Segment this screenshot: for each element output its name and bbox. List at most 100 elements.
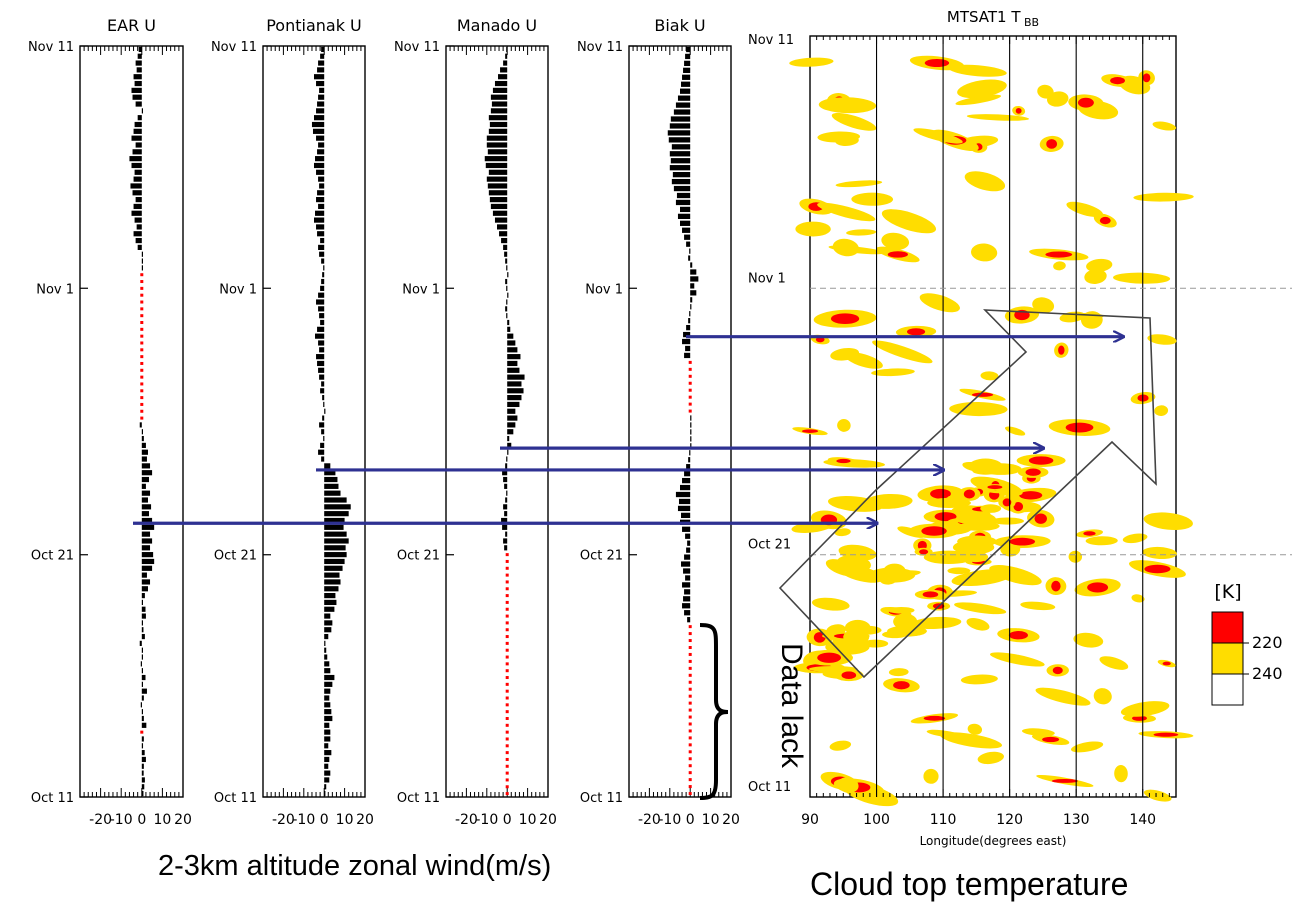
wind-bar bbox=[686, 464, 691, 470]
y-tick-label: Nov 11 bbox=[394, 40, 440, 55]
cloud-220k bbox=[1025, 468, 1041, 476]
y-tick-label: Oct 11 bbox=[31, 791, 74, 806]
wind-panel-1: Pontianak U Nov 11 Nov 1 Oct 21 Oct 11 -20-10… bbox=[211, 16, 374, 828]
wind-bar bbox=[324, 640, 326, 646]
wind-bar bbox=[141, 695, 144, 701]
wind-bar bbox=[136, 224, 142, 230]
missing-data-dot bbox=[140, 396, 144, 400]
missing-data-dot bbox=[688, 771, 692, 775]
missing-data-dot bbox=[140, 730, 144, 734]
wind-bar bbox=[141, 613, 146, 619]
wind-bar bbox=[322, 395, 325, 401]
wind-bar bbox=[505, 497, 508, 503]
wind-bar bbox=[134, 217, 142, 223]
missing-data-dot bbox=[140, 286, 144, 290]
wind-bar bbox=[318, 203, 325, 210]
missing-data-dot bbox=[505, 655, 509, 659]
x-tick-label: 90 bbox=[801, 812, 819, 828]
cloud-220k bbox=[1051, 778, 1078, 783]
wind-bar bbox=[505, 258, 508, 264]
cloud-240k bbox=[887, 606, 915, 614]
cloud-220k bbox=[1099, 216, 1111, 225]
wind-bar bbox=[324, 681, 333, 687]
wind-bar bbox=[503, 538, 508, 544]
wind-bar bbox=[317, 360, 325, 367]
wind-bar bbox=[686, 241, 691, 247]
wind-bar bbox=[500, 67, 508, 73]
wind-bar bbox=[681, 561, 691, 567]
wind-bar bbox=[311, 121, 325, 128]
wind-bar bbox=[318, 60, 325, 66]
cloud-220k bbox=[1046, 139, 1058, 149]
wind-bar bbox=[507, 319, 510, 326]
wind-bar bbox=[669, 123, 691, 129]
x-tick-label: -10 bbox=[475, 812, 498, 828]
cloud-240k bbox=[851, 192, 894, 206]
wind-bar bbox=[690, 429, 692, 435]
wind-bar bbox=[141, 681, 143, 687]
wind-bar bbox=[506, 490, 508, 496]
missing-data-dot bbox=[140, 293, 144, 297]
wind-bar bbox=[141, 722, 147, 728]
panel-title: Manado U bbox=[457, 16, 537, 35]
y-tick-label: Nov 1 bbox=[36, 282, 74, 297]
x-tick-label: 10 bbox=[519, 812, 537, 828]
cloud-240k bbox=[881, 209, 937, 234]
wind-bar bbox=[690, 276, 699, 282]
wind-bar bbox=[314, 162, 325, 169]
wind-bar bbox=[503, 504, 508, 510]
cloud-240k bbox=[789, 57, 834, 67]
wind-bar bbox=[678, 498, 691, 505]
cloud-220k bbox=[1009, 537, 1036, 546]
heatmap-xlabel: Longitude(degrees east) bbox=[920, 834, 1067, 848]
cloud-240k bbox=[882, 631, 908, 639]
cloud-240k bbox=[1070, 741, 1104, 753]
wind-bar bbox=[133, 74, 142, 80]
wind-bar bbox=[507, 381, 522, 387]
wind-bar bbox=[324, 674, 335, 681]
missing-data-dot bbox=[505, 669, 509, 673]
data-lack-label: Data lack bbox=[774, 643, 814, 813]
cloud-240k bbox=[964, 171, 1006, 192]
missing-data-dot bbox=[140, 348, 144, 352]
wind-bar bbox=[135, 142, 142, 148]
y-tick-label: Oct 21 bbox=[397, 549, 440, 564]
missing-data-dot bbox=[688, 381, 692, 385]
wind-bar bbox=[324, 688, 331, 694]
cloud-240k bbox=[837, 777, 859, 793]
cloud-220k bbox=[841, 671, 857, 680]
missing-data-dot bbox=[505, 771, 509, 775]
wind-bar bbox=[141, 258, 143, 264]
wind-bar bbox=[316, 80, 325, 87]
wind-bar bbox=[132, 149, 142, 155]
cloud-240k bbox=[1120, 701, 1170, 717]
wind-bar bbox=[324, 470, 336, 476]
x-tick-label: 20 bbox=[722, 812, 740, 828]
wind-bar bbox=[319, 87, 325, 93]
wind-bar bbox=[503, 60, 508, 66]
wind-bar bbox=[686, 547, 691, 553]
wind-bar bbox=[682, 526, 691, 532]
cloud-220k bbox=[817, 652, 842, 663]
wind-bar bbox=[319, 313, 325, 319]
missing-data-dot bbox=[505, 764, 509, 768]
data-lack-text: Data lack bbox=[775, 643, 808, 769]
wind-bar bbox=[133, 176, 142, 182]
wind-bar bbox=[688, 255, 691, 261]
cloud-220k bbox=[1015, 107, 1022, 114]
cloud-240k bbox=[1032, 297, 1055, 314]
wind-bar bbox=[322, 415, 325, 421]
wind-bar bbox=[137, 53, 142, 59]
wind-bar bbox=[685, 533, 691, 539]
cloud-220k bbox=[917, 540, 927, 551]
wind-bar bbox=[141, 790, 144, 797]
wind-bar bbox=[321, 278, 325, 285]
wind-bar bbox=[324, 715, 333, 722]
wind-bar bbox=[324, 784, 327, 790]
wind-bar bbox=[324, 463, 331, 469]
wind-bar bbox=[324, 538, 349, 544]
wind-bar bbox=[491, 101, 508, 107]
wind-bar bbox=[680, 206, 691, 213]
cloud-220k bbox=[922, 591, 939, 598]
cloud-220k bbox=[987, 485, 1003, 490]
